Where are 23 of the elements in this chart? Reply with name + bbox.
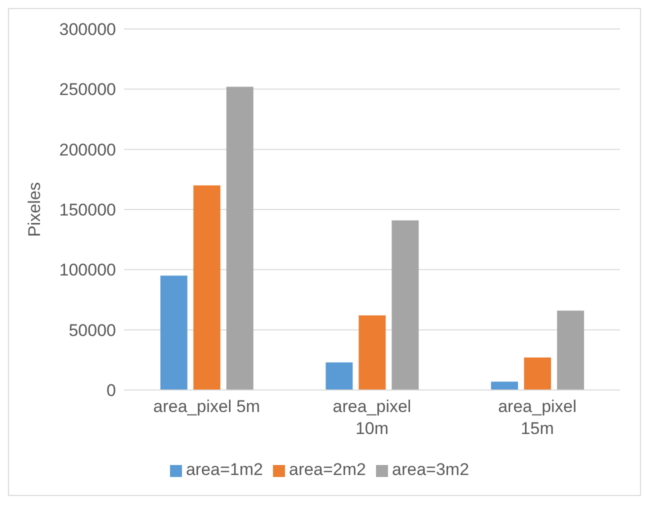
y-tick-label: 200000	[59, 140, 116, 160]
y-tick-label: 300000	[59, 20, 116, 40]
legend-label: area=3m2	[392, 460, 470, 479]
bar	[326, 362, 353, 390]
bar	[392, 220, 419, 390]
bar	[193, 185, 220, 390]
bar	[557, 310, 584, 390]
y-tick-label: 50000	[68, 320, 116, 340]
y-axis-title: Pixeles	[25, 182, 44, 237]
y-tick-label: 0	[106, 381, 116, 400]
x-tick-label: area_pixel 15m	[498, 397, 577, 438]
legend-label: area=2m2	[288, 460, 366, 479]
x-tick-label: area_pixel 5m	[153, 397, 260, 416]
y-tick-label: 150000	[59, 200, 116, 220]
x-tick-label: area_pixel 10m	[332, 397, 412, 438]
bar	[160, 276, 188, 390]
legend-label: area=1m2	[186, 460, 263, 479]
y-tick-label: 250000	[59, 80, 116, 100]
bar	[491, 382, 518, 390]
bar	[226, 86, 254, 390]
bar	[358, 315, 386, 390]
y-tick-label: 100000	[59, 260, 116, 280]
bar	[524, 358, 552, 390]
